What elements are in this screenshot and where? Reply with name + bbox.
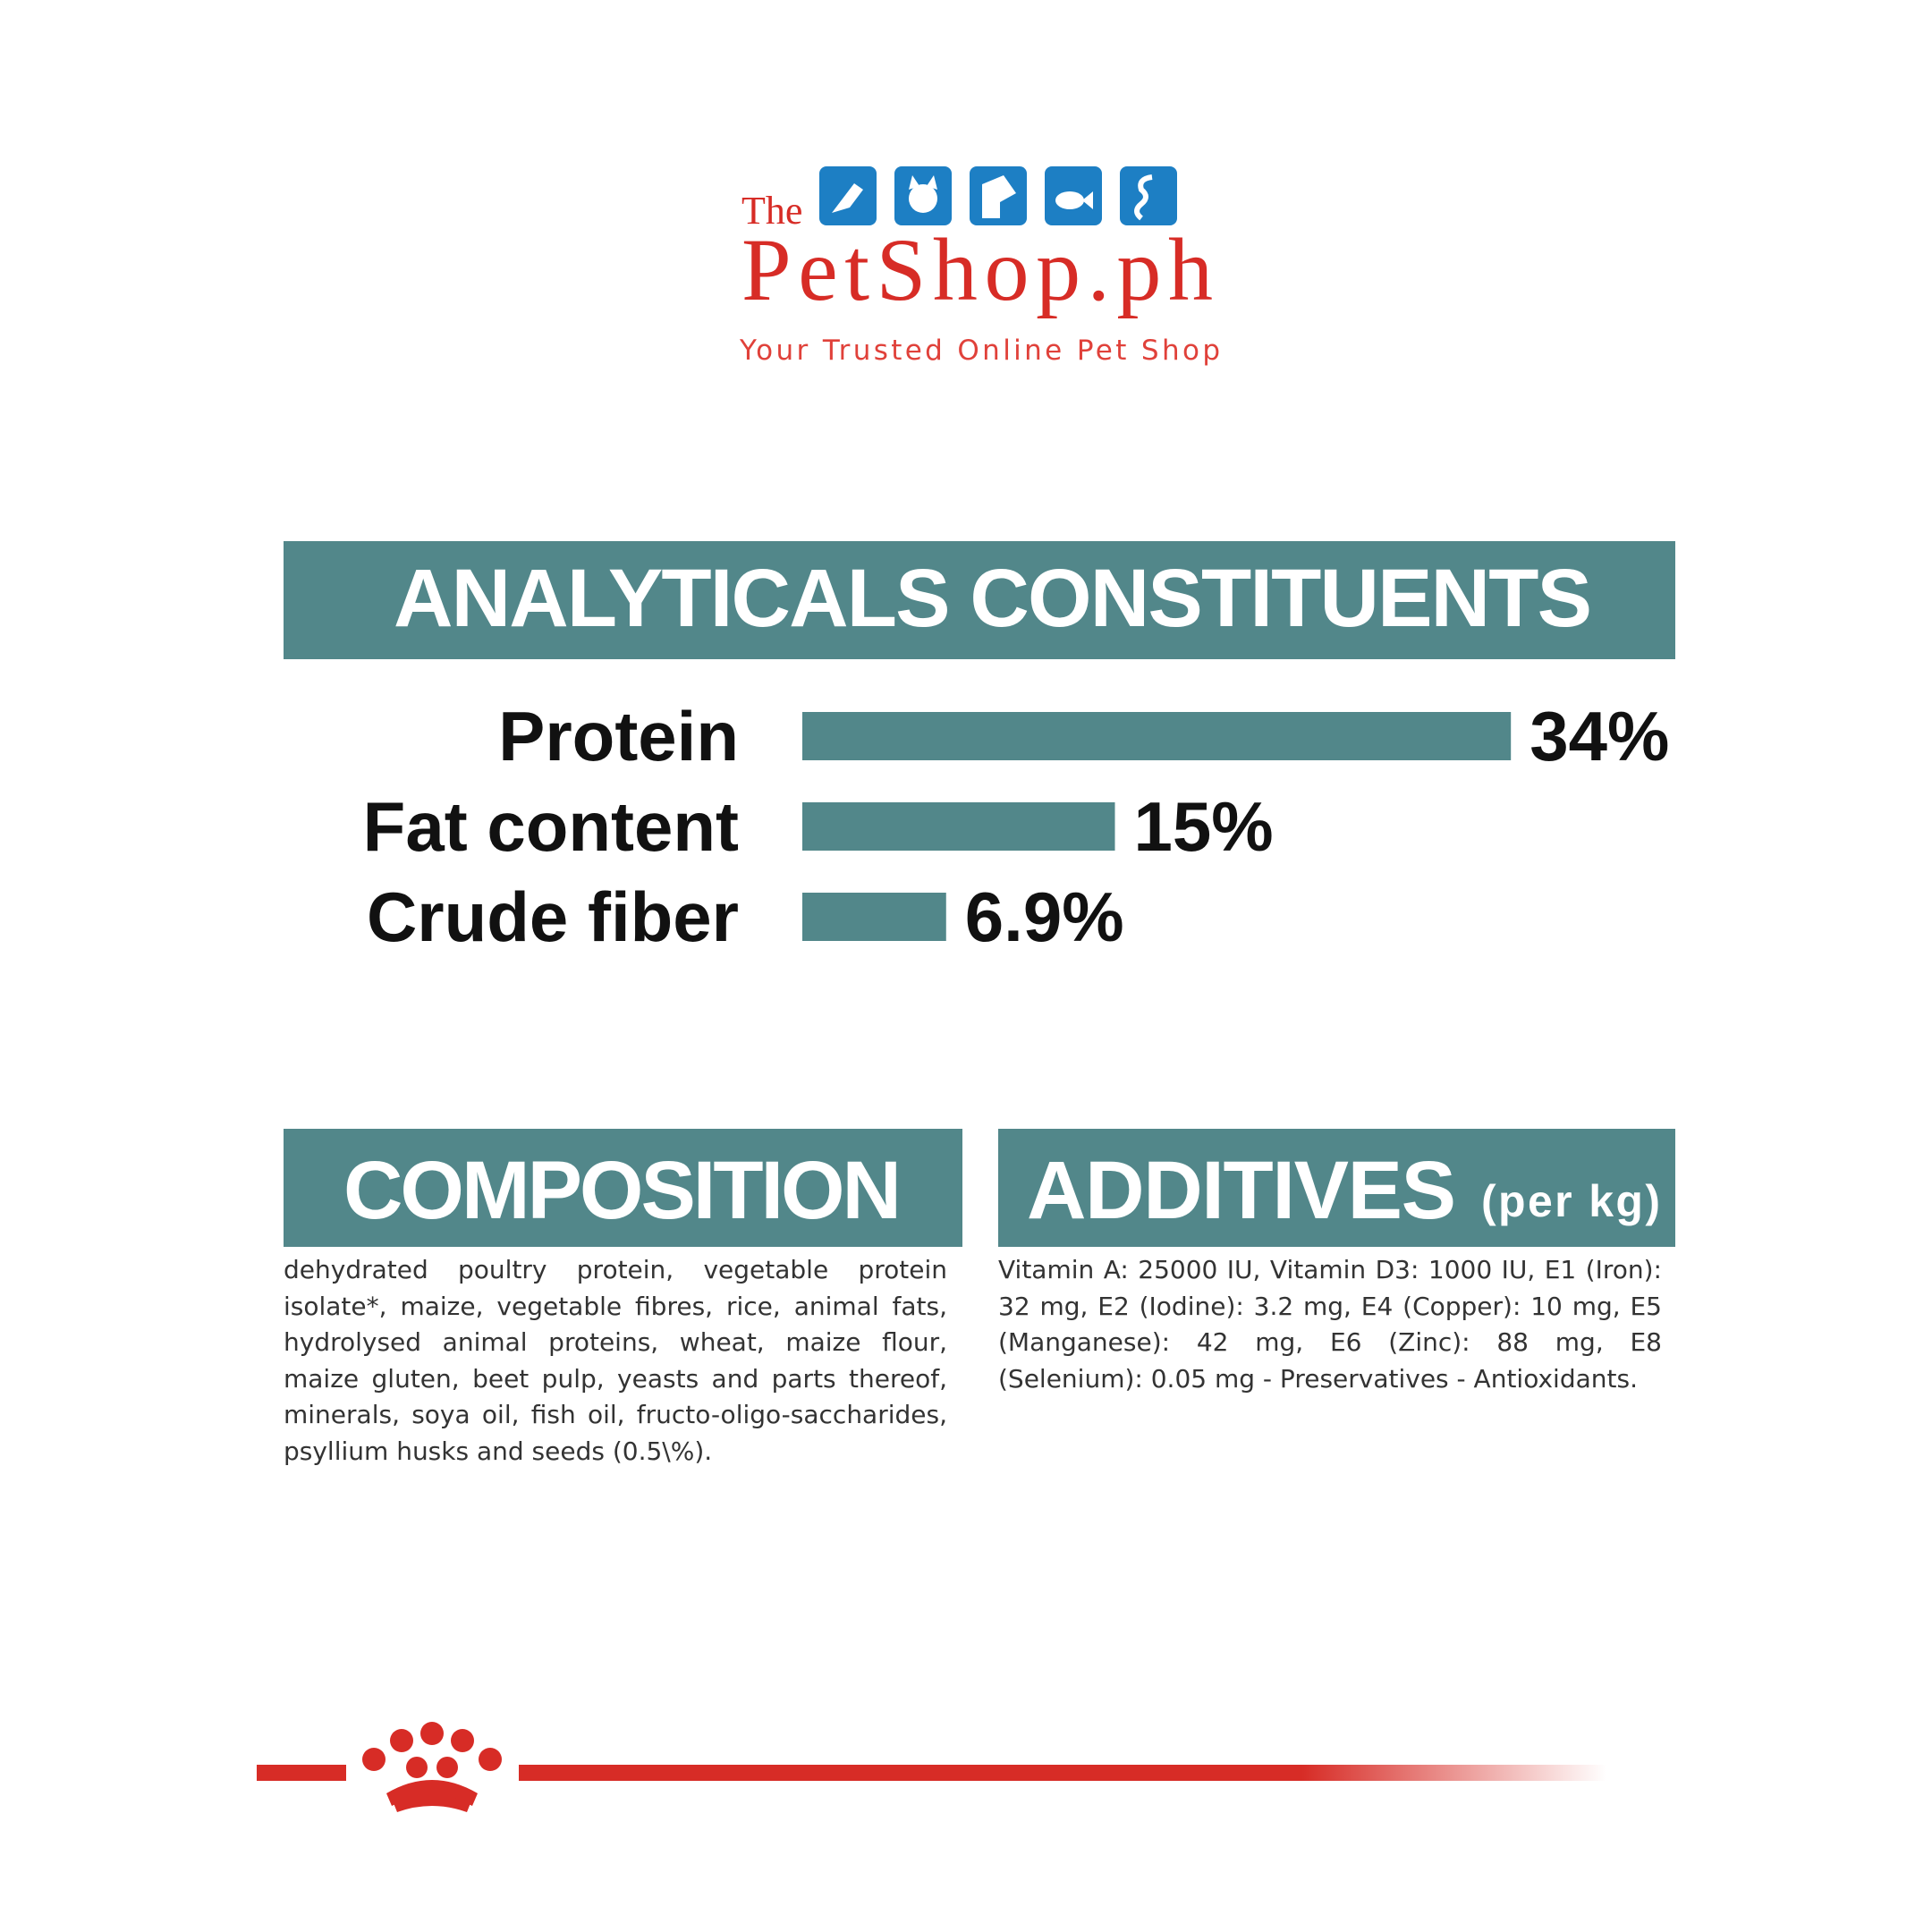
bar [802, 712, 1512, 760]
logo-brand: PetShop.ph [741, 220, 1213, 319]
composition-title: COMPOSITION [343, 1145, 902, 1236]
logo-the: The [741, 189, 802, 233]
crown [362, 1722, 502, 1812]
category-label: Crude fiber [367, 877, 739, 956]
bar [802, 802, 1115, 851]
chart-title: ANALYTICALS CONSTITUENTS [394, 553, 1592, 644]
additives-title: ADDITIVES [1027, 1145, 1456, 1236]
value-label: 6.9% [965, 877, 1124, 956]
title-band [284, 541, 1675, 659]
value-label: 34% [1530, 697, 1669, 775]
category-label: Fat content [363, 787, 739, 866]
bar [802, 893, 946, 941]
pet-icons [819, 166, 1177, 225]
category-label: Protein [498, 697, 739, 775]
logo-tagline: Your Trusted Online Pet Shop [739, 335, 1223, 367]
additives-text: Vitamin A: 25000 IU, Vitamin D3: 1000 IU… [998, 1255, 1662, 1394]
footer-line [257, 1765, 346, 1781]
additives-band [998, 1129, 1675, 1247]
bar-chart: Protein 34% Fat content 15% Crude fiber 6.9% [363, 697, 1670, 956]
footer-line [519, 1765, 1606, 1781]
additives-unit: (per kg) [1481, 1176, 1660, 1226]
composition-band [284, 1129, 962, 1247]
composition-text: dehydrated poultry protein, vegetable pr… [284, 1255, 947, 1466]
value-label: 15% [1134, 787, 1274, 866]
